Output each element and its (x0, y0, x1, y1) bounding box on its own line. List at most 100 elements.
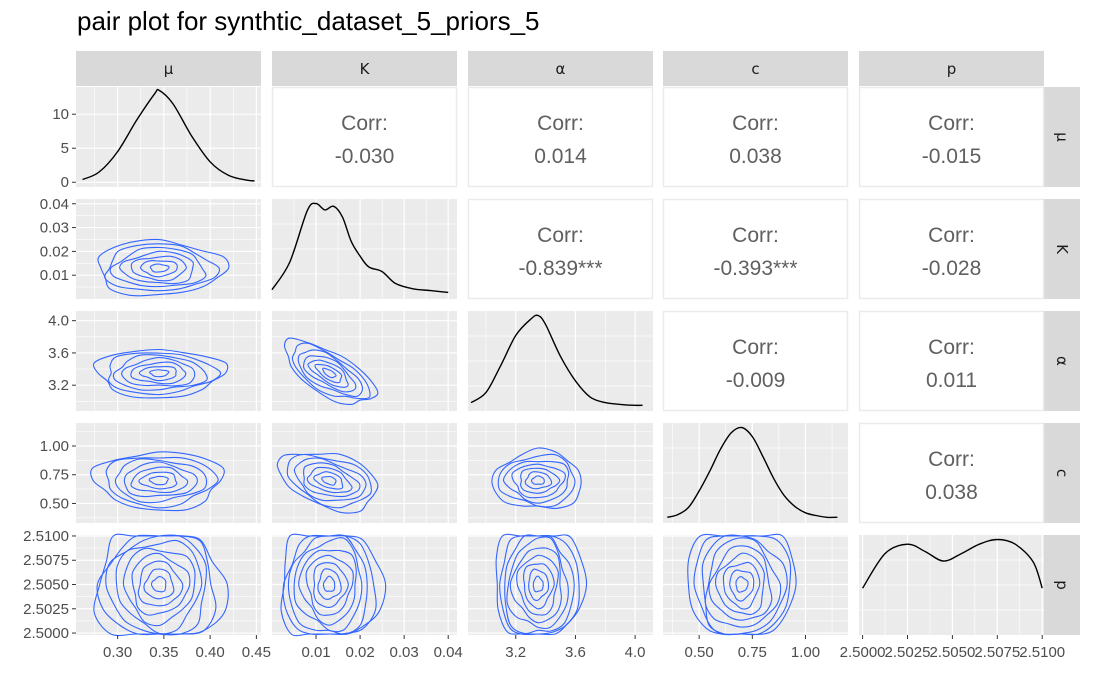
contour-panel-4-1 (272, 533, 457, 637)
corr-label-0-1: Corr: (341, 112, 388, 135)
contour-line-4-0-9 (93, 533, 229, 637)
contour-line-3-1-5 (293, 457, 367, 502)
contour-line-1-0-1 (149, 263, 170, 273)
contour-line-4-1-5 (298, 549, 357, 626)
col-strip-1 (272, 51, 457, 86)
contour-line-4-3-9 (687, 533, 797, 635)
contour-line-2-1-1 (322, 367, 337, 379)
contour-line-4-3-7 (701, 534, 788, 636)
corr-panel-1-3 (662, 198, 849, 300)
col-strip-4 (859, 51, 1044, 86)
x-tick-label-1-1: 0.02 (345, 644, 374, 661)
contour-panel-2-0 (76, 311, 261, 411)
contour-line-4-2-5 (509, 547, 562, 624)
x-tick-label-2-1: 3.6 (565, 644, 586, 661)
contour-line-3-1-3 (306, 466, 353, 494)
contour-line-4-1-9 (280, 533, 387, 637)
contour-line-4-3-2 (729, 569, 755, 602)
row-strip-label-0: μ (1053, 132, 1071, 142)
contour-line-2-1-7 (283, 337, 379, 405)
contour-line-4-1-6 (293, 537, 363, 633)
chart-title: pair plot for synthtic_dataset_5_priors_… (77, 6, 540, 36)
y-tick-label-0-1: 5 (61, 140, 69, 157)
corr-panel-2-3 (662, 310, 849, 412)
y-tick-label-3-0: 0.50 (40, 495, 69, 512)
contour-line-3-1-1 (321, 475, 337, 486)
contour-line-4-0-4 (131, 552, 191, 616)
contour-line-1-0-5 (109, 246, 207, 288)
y-tick-label-0-0: 0 (61, 174, 69, 191)
contour-line-4-1-2 (317, 568, 342, 600)
x-tick-label-0-1: 0.35 (149, 644, 178, 661)
corr-value-1-2: -0.839*** (518, 257, 602, 280)
contour-line-4-0-3 (137, 560, 184, 607)
contour-line-2-0-2 (138, 366, 177, 382)
contour-line-4-1-4 (305, 554, 354, 616)
contour-line-2-1-3 (307, 359, 349, 388)
density-panel-3 (663, 423, 848, 523)
y-tick-label-2-1: 3.6 (48, 345, 69, 362)
contour-line-4-3-1 (735, 576, 749, 593)
density-panel-1 (271, 199, 457, 299)
y-tick-label-4-4: 2.5100 (23, 528, 69, 545)
corr-value-1-4: -0.028 (922, 257, 982, 280)
y-tick-label-2-2: 4.0 (48, 313, 69, 330)
corr-label-1-4: Corr: (928, 224, 975, 247)
x-tick-label-4-3: 2.5075 (974, 644, 1020, 661)
contour-line-2-1-6 (291, 342, 371, 400)
x-tick-label-0-0: 0.30 (103, 644, 132, 661)
corr-panel-3-4 (858, 422, 1045, 524)
corr-panel-1-4 (858, 198, 1045, 300)
corr-value-0-1: -0.030 (335, 145, 395, 168)
density-panel-2 (468, 311, 653, 411)
contour-line-3-1-4 (303, 462, 361, 498)
contour-line-3-1-7 (276, 452, 379, 514)
contour-panel-2-1 (272, 311, 457, 411)
contour-line-2-1-5 (297, 349, 364, 398)
contour-line-4-2-2 (528, 568, 550, 601)
density-curve-2 (470, 314, 643, 407)
corr-value-2-4: 0.011 (926, 369, 977, 392)
x-tick-label-1-3: 0.04 (434, 644, 463, 661)
contour-line-3-2-1 (530, 475, 545, 485)
contour-line-1-0-6 (104, 243, 220, 292)
col-strip-label-4: p (947, 60, 957, 78)
corr-value-2-3: -0.009 (726, 369, 786, 392)
y-tick-label-3-2: 1.00 (40, 438, 69, 455)
row-strip-2 (1044, 311, 1080, 411)
contour-panel-4-2 (468, 533, 653, 636)
contour-line-3-0-3 (130, 466, 189, 494)
x-tick-label-2-0: 3.2 (505, 644, 526, 661)
row-strip-label-2: α (1053, 356, 1071, 366)
contour-line-2-0-3 (130, 361, 187, 385)
col-strip-2 (468, 51, 653, 86)
contour-line-3-2-3 (520, 467, 561, 494)
x-tick-label-0-3: 0.45 (242, 644, 271, 661)
corr-label-2-3: Corr: (732, 336, 779, 359)
x-tick-label-3-2: 1.00 (791, 644, 820, 661)
contour-line-4-1-1 (322, 575, 336, 592)
corr-panel-0-4 (858, 86, 1045, 188)
density-curve-1 (271, 202, 449, 294)
contour-line-4-3-3 (722, 561, 761, 610)
contour-line-2-0-6 (107, 352, 222, 396)
contour-line-2-0-5 (112, 354, 208, 391)
col-strip-label-0: μ (164, 60, 174, 78)
contour-line-4-2-7 (504, 534, 575, 635)
x-tick-label-1-2: 0.03 (390, 644, 419, 661)
contour-line-3-2-2 (524, 471, 553, 490)
x-tick-label-4-1: 2.5025 (885, 644, 931, 661)
contour-line-3-0-2 (138, 471, 178, 490)
contour-line-3-0-7 (90, 451, 225, 512)
density-panel-0 (76, 87, 261, 187)
contour-line-4-3-6 (704, 537, 782, 628)
contour-line-2-0-1 (149, 369, 170, 378)
contour-line-4-0-6 (115, 539, 203, 635)
corr-value-1-3: -0.393*** (713, 257, 797, 280)
y-tick-label-2-0: 3.2 (48, 377, 69, 394)
corr-value-0-3: 0.038 (729, 145, 782, 168)
contour-line-3-2-7 (491, 447, 582, 510)
y-tick-label-1-0: 0.01 (40, 267, 69, 284)
corr-label-0-4: Corr: (928, 112, 975, 135)
